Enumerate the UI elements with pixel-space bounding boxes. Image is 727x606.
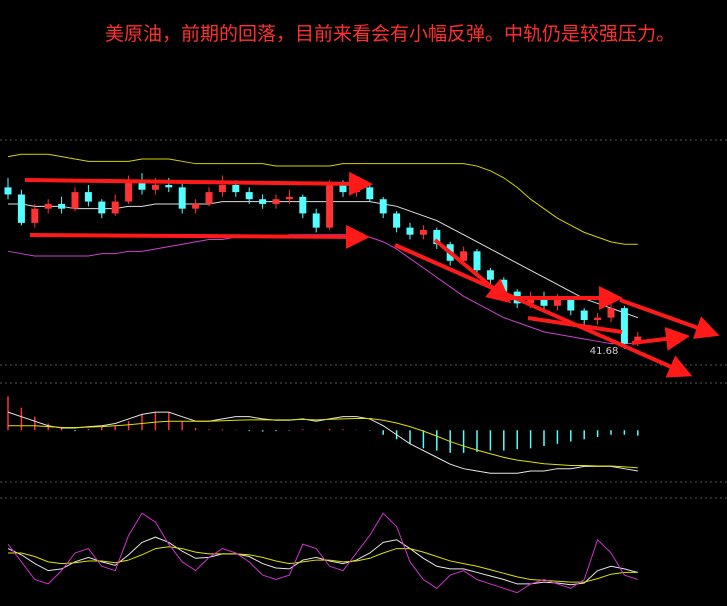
candle-body <box>352 187 360 193</box>
arrow <box>619 298 720 339</box>
candle-body <box>259 199 267 204</box>
candle-body <box>473 251 481 271</box>
candle-body <box>205 192 213 204</box>
arrow <box>631 326 690 351</box>
candle-body <box>218 185 226 193</box>
marks: 41.68 <box>4 153 642 594</box>
line-dea <box>8 417 638 469</box>
candle-body <box>272 199 280 204</box>
low-label: 41.68 <box>590 346 619 357</box>
chart-title: 美原油，前期的回落，目前来看会有小幅反弹。中轨仍是较强压力。 <box>105 23 675 45</box>
candle-body <box>192 203 200 209</box>
line-j <box>7 512 638 594</box>
candle-body <box>98 201 106 214</box>
arrow <box>394 243 693 378</box>
candle-body <box>84 192 92 202</box>
candle-body <box>326 185 334 228</box>
candle-body <box>312 213 320 228</box>
line-lower <box>7 234 638 345</box>
candle-body <box>138 180 146 190</box>
candle-body <box>44 203 52 209</box>
candle-body <box>594 317 602 320</box>
candle-body <box>285 196 293 200</box>
candle-body <box>232 185 240 193</box>
arrow <box>29 224 370 249</box>
candle-body <box>607 308 615 318</box>
candle-body <box>540 296 548 306</box>
candle-body <box>4 187 12 195</box>
candle-body <box>299 196 307 214</box>
candle-body <box>460 251 468 261</box>
candle-body <box>58 203 66 209</box>
candle-body <box>486 270 494 280</box>
candle-body <box>393 213 401 228</box>
arrow <box>527 316 623 334</box>
candle-body <box>178 187 186 209</box>
candle-body <box>111 201 119 214</box>
candle-body <box>379 199 387 214</box>
candle-body <box>165 185 173 188</box>
line-upper <box>7 153 638 245</box>
candle-body <box>151 185 159 190</box>
candle-body <box>580 310 588 320</box>
candle-body <box>406 227 414 235</box>
candle-body <box>634 336 642 344</box>
candle-body <box>71 192 79 209</box>
candle-body <box>31 208 39 223</box>
candle-body <box>620 308 628 344</box>
annotation-arrows <box>24 171 720 378</box>
candle-body <box>553 298 561 306</box>
candle-body <box>17 194 25 223</box>
candle-body <box>567 298 575 311</box>
candle-body <box>339 185 347 193</box>
candle-body <box>419 230 427 235</box>
arrow <box>24 171 373 196</box>
line-d <box>8 546 638 583</box>
candle-body <box>125 180 133 202</box>
candle-body <box>433 230 441 245</box>
candle-body <box>245 192 253 200</box>
candle-body <box>366 187 374 200</box>
